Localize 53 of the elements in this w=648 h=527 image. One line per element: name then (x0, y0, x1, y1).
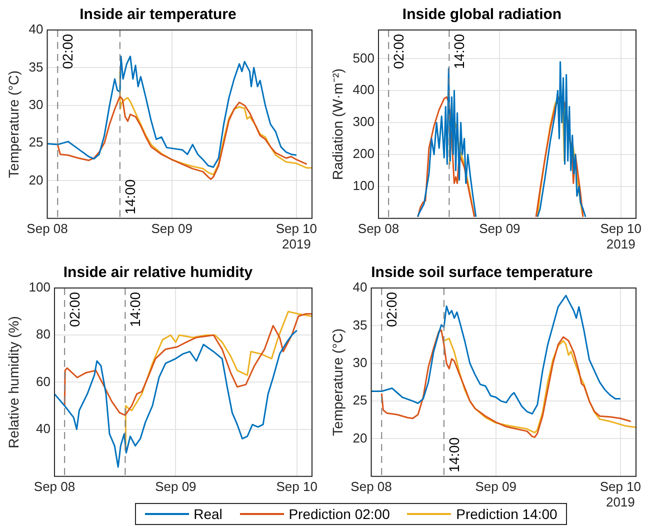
y-tick-label: 40 (36, 420, 50, 436)
y-tick-label: 500 (352, 50, 374, 66)
ref-line-label: 14:00 (451, 34, 468, 70)
y-axis-title: Temperature (°C) (5, 70, 22, 178)
ref-line-label: 02:00 (390, 34, 406, 70)
x-tick-label: Sep 09 (151, 220, 192, 236)
chart-title: Inside soil surface temperature (371, 264, 593, 282)
y-axis-title: Relative humidity (%) (5, 316, 22, 448)
ref-line-label: 14:00 (122, 179, 138, 214)
y-tick-label: 60 (36, 374, 50, 389)
y-tick-label: 100 (352, 178, 374, 194)
y-tick-label: 40 (352, 280, 368, 295)
text: 2019 (606, 236, 636, 252)
text: 2019 (282, 236, 311, 252)
ref-line-label: 14:00 (127, 292, 144, 328)
text: 2019 (606, 494, 635, 510)
y-tick-label: 30 (352, 354, 368, 370)
ref-line-label: 02:00 (60, 34, 76, 70)
x-tick-label: Sep 08 (350, 478, 392, 494)
y-tick-label: 40 (28, 22, 44, 37)
x-tick-label: Sep 10 (276, 478, 318, 494)
y-tick-label: 400 (352, 82, 374, 98)
y-tick-label: 25 (28, 134, 44, 150)
y-tick-label: 100 (28, 280, 50, 295)
x-tick-label: Sep 08 (358, 220, 400, 236)
ref-line-label: 02:00 (66, 292, 82, 328)
y-tick-label: 30 (28, 96, 44, 112)
y-tick-label: 80 (36, 326, 50, 342)
y-tick-label: 25 (352, 392, 368, 408)
legend-label: Prediction 14:00 (456, 506, 558, 522)
y-tick-label: 35 (28, 59, 44, 74)
legend-label: Real (194, 506, 222, 522)
ref-line-label: 02:00 (384, 292, 400, 328)
y-tick-label: 200 (352, 146, 374, 162)
chart-title: Inside air temperature (80, 6, 236, 24)
x-tick-label: Sep 09 (155, 478, 196, 494)
chart-title: Inside global radiation (402, 6, 562, 24)
chart-title: Inside air relative humidity (63, 264, 254, 282)
legend-label: Prediction 02:00 (288, 506, 390, 522)
y-tick-label: 20 (28, 172, 44, 188)
x-tick-label: Sep 09 (479, 220, 520, 236)
x-tick-label: Sep 10 (276, 220, 318, 236)
y-axis-title: Radiation (W·m⁻²) (329, 68, 346, 180)
x-tick-label: Sep 08 (26, 220, 68, 236)
x-tick-label: Sep 10 (600, 220, 642, 236)
x-tick-label: Sep 09 (475, 478, 516, 494)
x-tick-label: Sep 10 (600, 478, 642, 494)
ref-line-label: 14:00 (446, 437, 462, 472)
y-tick-label: 300 (352, 114, 374, 130)
y-tick-label: 20 (352, 430, 368, 446)
y-tick-label: 35 (352, 317, 368, 332)
x-tick-label: Sep 08 (34, 478, 76, 494)
y-axis-title: Temperature (°C) (329, 328, 346, 436)
